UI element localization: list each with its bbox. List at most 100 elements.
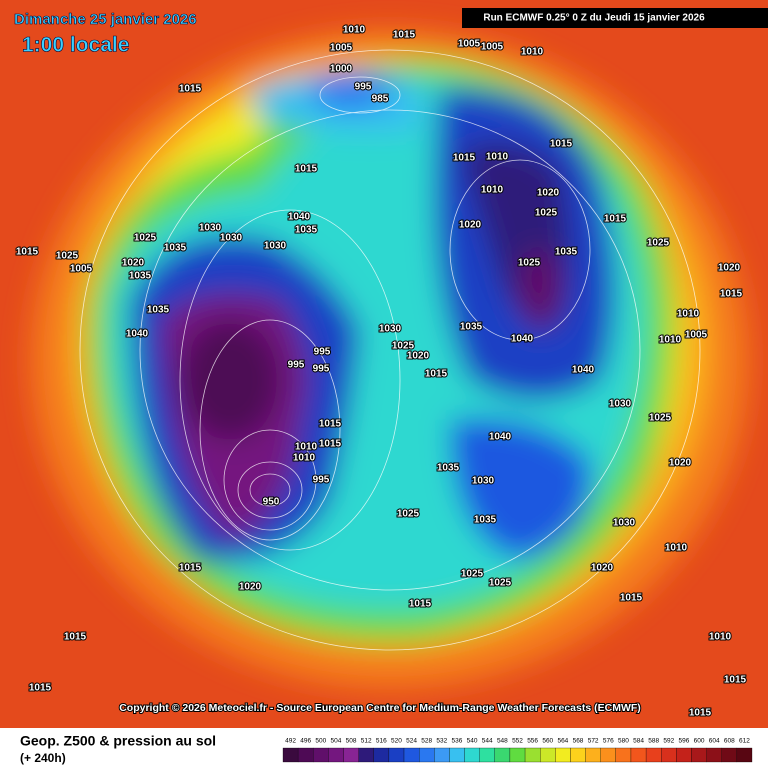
colorbar-swatch <box>282 747 299 763</box>
colorbar-swatch <box>328 747 344 763</box>
isobar-label: 1010 <box>665 543 688 554</box>
isobar-label: 1025 <box>649 413 672 424</box>
colorbar-label: 532 <box>436 738 447 745</box>
isobar-label: 1010 <box>709 632 732 643</box>
colorbar-swatch <box>630 747 647 763</box>
map-field <box>0 0 768 728</box>
isobar-label: 1015 <box>724 675 747 686</box>
colorbar-label: 556 <box>527 738 538 745</box>
colorbar-swatch <box>661 747 677 763</box>
colorbar: 492 496 500 504 508 512 516 520 524 528 532 536 540 5… <box>282 738 753 763</box>
isobar-label: 1015 <box>319 439 342 450</box>
colorbar-label: 548 <box>497 738 508 745</box>
isobar-label: 1030 <box>264 241 287 252</box>
isobar-label: 1010 <box>677 309 700 320</box>
isobar-label: 1035 <box>129 271 152 282</box>
colorbar-label: 568 <box>573 738 584 745</box>
isobar-label: 1015 <box>720 289 743 300</box>
colorbar-swatch <box>373 747 390 763</box>
isobar-label: 1035 <box>147 305 170 316</box>
isobar-label: 985 <box>372 94 389 105</box>
colorbar-label: 500 <box>315 738 326 745</box>
isobar-label: 995 <box>314 347 331 358</box>
isobar-label: 1010 <box>659 335 682 346</box>
isobar-label: 1005 <box>70 264 93 275</box>
colorbar-swatch <box>676 747 692 763</box>
isobar-label: 1010 <box>486 152 509 163</box>
isobar-label: 1040 <box>288 212 311 223</box>
footer-lead: (+ 240h) <box>20 751 66 765</box>
isobar-label: 1030 <box>220 233 243 244</box>
isobar-label: 1010 <box>343 25 366 36</box>
isobar-label: 1025 <box>392 341 415 352</box>
isobar-label: 1015 <box>689 708 712 719</box>
colorbar-swatch <box>313 747 329 763</box>
isobar-label: 1010 <box>521 47 544 58</box>
colorbar-swatch <box>645 747 662 763</box>
isobar-label: 1025 <box>134 233 157 244</box>
colorbar-swatch <box>449 747 465 763</box>
isobar-label: 1030 <box>613 518 636 529</box>
colorbar-label: 580 <box>618 738 629 745</box>
isobar-label: 1015 <box>179 84 202 95</box>
isobar-label: 1020 <box>122 258 145 269</box>
colorbar-label: 492 <box>285 738 296 745</box>
date: Dimanche 25 janvier 2026 <box>14 11 197 28</box>
isobar-label: 1025 <box>535 208 558 219</box>
isobar-label: 995 <box>288 360 305 371</box>
colorbar-label: 608 <box>724 738 735 745</box>
isobar-label: 1020 <box>407 351 430 362</box>
isobar-label: 1020 <box>459 220 482 231</box>
isobar-label: 1030 <box>609 399 632 410</box>
isobar-label: 1030 <box>199 223 222 234</box>
colorbar-swatch <box>555 747 571 763</box>
colorbar-swatch <box>540 747 556 763</box>
colorbar-swatch <box>706 747 722 763</box>
colorbar-label: 560 <box>542 738 553 745</box>
isobar-label: 1005 <box>330 43 353 54</box>
isobar-label: 1010 <box>295 442 318 453</box>
colorbar-label: 516 <box>376 738 387 745</box>
colorbar-label: 520 <box>391 738 402 745</box>
isobar-label: 1020 <box>718 263 741 274</box>
isobar-label: 1005 <box>458 39 481 50</box>
colorbar-swatch <box>419 747 435 763</box>
isobar-label: 1015 <box>319 419 342 430</box>
run-banner <box>462 8 768 28</box>
isobar-label: 1040 <box>511 334 534 345</box>
colorbar-swatch <box>403 747 420 763</box>
isobar-label: 995 <box>313 475 330 486</box>
isobar-label: 1015 <box>29 683 52 694</box>
isobar-label: 1015 <box>179 563 202 574</box>
isobar-label: 1040 <box>126 329 149 340</box>
isobar-label: 1030 <box>472 476 495 487</box>
colorbar-label: 612 <box>739 738 750 745</box>
colorbar-swatch <box>509 747 526 763</box>
colorbar-label: 536 <box>452 738 463 745</box>
colorbar-label: 572 <box>588 738 599 745</box>
colorbar-swatch <box>615 747 632 763</box>
colorbar-label: 528 <box>421 738 432 745</box>
colorbar-swatch <box>524 747 541 763</box>
colorbar-label: 540 <box>467 738 478 745</box>
isobar-label: 1015 <box>453 153 476 164</box>
isobar-label: 1000 <box>330 64 353 75</box>
colorbar-label: 544 <box>482 738 493 745</box>
isobar-label: 1020 <box>537 188 560 199</box>
colorbar-swatch <box>585 747 601 763</box>
colorbar-swatch <box>721 747 738 763</box>
colorbar-swatch <box>388 747 405 763</box>
isobar-label: 1020 <box>591 563 614 574</box>
colorbar-label: 564 <box>557 738 568 745</box>
isobar-label: 1025 <box>489 578 512 589</box>
isobar-label: 1035 <box>555 247 578 258</box>
isobar-label: 1035 <box>474 515 497 526</box>
colorbar-label: 576 <box>603 738 614 745</box>
colorbar-swatch <box>343 747 359 763</box>
colorbar-label: 504 <box>331 738 342 745</box>
isobar-label: 1035 <box>460 322 483 333</box>
isobar-label: 1005 <box>481 42 504 53</box>
colorbar-swatch <box>434 747 450 763</box>
